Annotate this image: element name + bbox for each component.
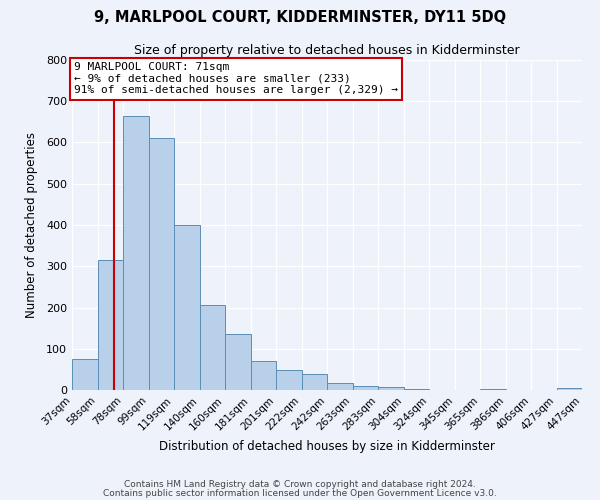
Bar — [378, 387, 404, 390]
Bar — [225, 334, 251, 390]
Bar — [302, 374, 327, 390]
Bar — [174, 225, 199, 390]
Bar — [149, 138, 174, 390]
Text: Contains HM Land Registry data © Crown copyright and database right 2024.: Contains HM Land Registry data © Crown c… — [124, 480, 476, 489]
Text: 9 MARLPOOL COURT: 71sqm
← 9% of detached houses are smaller (233)
91% of semi-de: 9 MARLPOOL COURT: 71sqm ← 9% of detached… — [74, 62, 398, 96]
Bar — [251, 361, 276, 390]
Y-axis label: Number of detached properties: Number of detached properties — [25, 132, 38, 318]
Bar — [199, 306, 225, 390]
Bar — [72, 359, 97, 390]
Bar — [353, 386, 378, 390]
Text: 9, MARLPOOL COURT, KIDDERMINSTER, DY11 5DQ: 9, MARLPOOL COURT, KIDDERMINSTER, DY11 5… — [94, 10, 506, 25]
Bar — [480, 389, 505, 390]
Bar — [557, 388, 582, 390]
Bar — [123, 116, 149, 390]
Bar — [276, 370, 302, 390]
Bar — [404, 389, 429, 390]
Title: Size of property relative to detached houses in Kidderminster: Size of property relative to detached ho… — [134, 44, 520, 58]
Bar — [97, 260, 123, 390]
Bar — [327, 383, 353, 390]
X-axis label: Distribution of detached houses by size in Kidderminster: Distribution of detached houses by size … — [159, 440, 495, 453]
Text: Contains public sector information licensed under the Open Government Licence v3: Contains public sector information licen… — [103, 488, 497, 498]
